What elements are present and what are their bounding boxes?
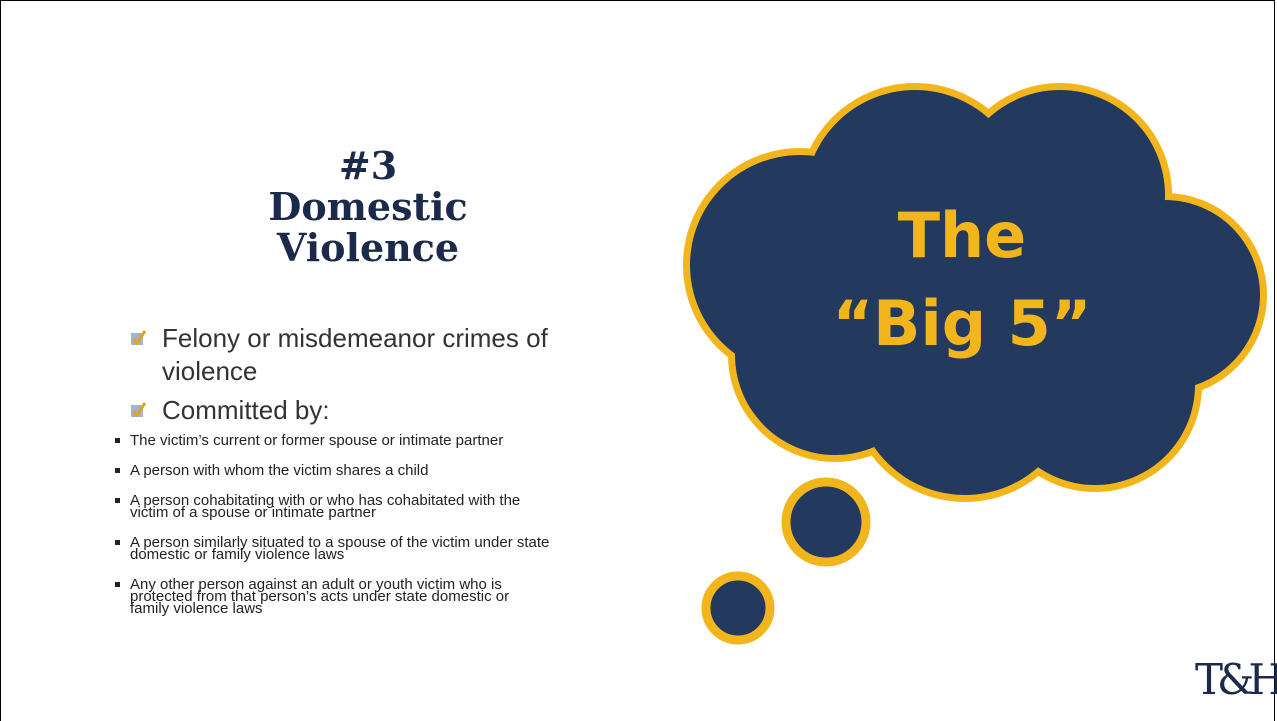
logo: T&H	[1195, 655, 1277, 704]
cloud-text: The	[898, 199, 1026, 272]
thought-bubble	[706, 576, 770, 640]
thought-bubble	[786, 482, 866, 562]
slide: #3DomesticViolence Felony or misdemeanor…	[0, 0, 1277, 721]
cloud-text: “Big 5”	[832, 287, 1091, 360]
thought-cloud: The “Big 5”	[0, 0, 1277, 721]
